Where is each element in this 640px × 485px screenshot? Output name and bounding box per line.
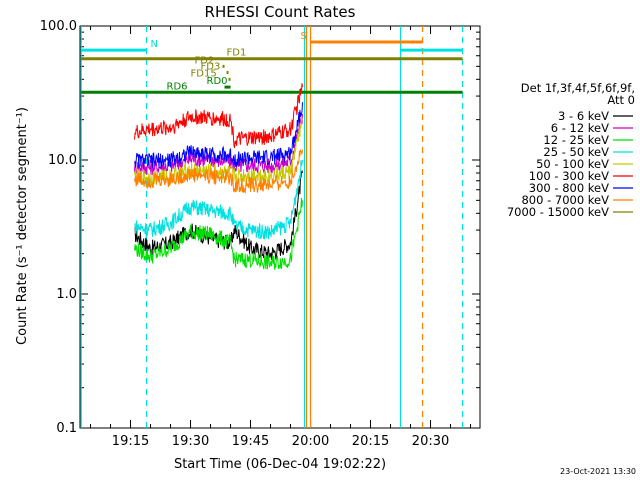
- y-tick-label: 1.0: [56, 287, 77, 302]
- flag-label: S: [301, 31, 307, 42]
- flag-label: RD6: [167, 81, 188, 92]
- y-tick-label: 10.0: [48, 153, 77, 168]
- x-tick-label: 20:00: [292, 434, 329, 449]
- legend-entry-label: 100 - 300 keV: [529, 169, 609, 183]
- flag-label: RD0: [207, 76, 228, 87]
- x-tick-label: 19:30: [172, 434, 209, 449]
- legend-header: Att 0: [607, 93, 635, 107]
- legend-entry-label: 3 - 6 keV: [558, 109, 609, 123]
- x-tick-label: 20:15: [352, 434, 389, 449]
- legend-entry-label: 25 - 50 keV: [543, 145, 609, 159]
- y-tick-label: 0.1: [56, 421, 77, 436]
- x-tick-label: 19:45: [232, 434, 269, 449]
- y-axis-label: Count Rate (s⁻¹ detector segment⁻¹): [15, 107, 30, 345]
- legend-entry-label: 12 - 25 keV: [543, 133, 609, 147]
- chart-title: RHESSI Count Rates: [205, 3, 356, 21]
- series-line: [134, 159, 303, 240]
- legend-entry-label: 50 - 100 keV: [536, 157, 609, 171]
- series-line: [134, 149, 303, 194]
- y-tick-label: 100.0: [40, 19, 77, 34]
- legend-entry-label: 6 - 12 keV: [551, 121, 609, 135]
- plot-area: 0.1 1.0 10.0 100.0 19:15 19:30 19:45 20:00 20:15…: [40, 19, 481, 449]
- legend-entry-label: 300 - 800 keV: [529, 181, 609, 195]
- flag-label: FD2: [195, 55, 215, 66]
- series-line: [134, 83, 303, 149]
- x-tick-label: 20:30: [412, 434, 449, 449]
- legend-entry-label: 7000 - 15000 keV: [507, 205, 609, 219]
- plot-frame: [79, 25, 481, 429]
- x-axis-label: Start Time (06-Dec-04 19:02:22): [174, 457, 386, 472]
- x-tick-label: 19:15: [112, 434, 149, 449]
- legend-entry-label: 800 - 7000 keV: [521, 193, 609, 207]
- flag-label: FD3: [201, 61, 221, 72]
- flag-label: FD15: [191, 68, 217, 79]
- footer-date: 23-Oct-2021 13:30: [560, 467, 636, 476]
- flag-label: FD1: [227, 48, 247, 59]
- legend-header: Det 1f,3f,4f,5f,6f,9f,: [521, 81, 635, 95]
- series-line: [134, 197, 303, 270]
- series-line: [134, 114, 303, 176]
- series-line: [134, 102, 303, 169]
- flag-label: N: [151, 39, 158, 50]
